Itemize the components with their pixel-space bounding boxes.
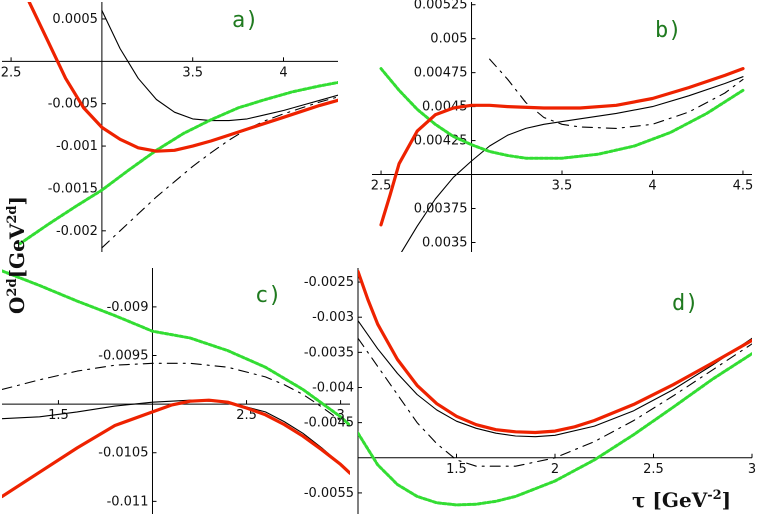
y-tick-label: 0.00525: [414, 0, 468, 13]
y-tick-label: -0.0045: [304, 416, 354, 431]
series-line-green-dotted: [379, 67, 745, 160]
y-tick-label: 0.00375: [414, 202, 468, 217]
series-group: [358, 269, 752, 507]
y-tick-label: 0.0005: [52, 12, 98, 27]
series-line-red-thick: [2, 398, 350, 499]
y-tick-label: -0.0025: [304, 275, 354, 290]
y-tick-label: -0.002: [56, 224, 98, 239]
x-tick-label: 2.5: [1, 65, 22, 80]
x-tick-label: 2.5: [643, 462, 664, 477]
series-line-green-dotted: [358, 352, 752, 507]
y-tick-label: -0.001: [56, 139, 98, 154]
y-tick-label: -0.0105: [98, 446, 148, 461]
series-group: [379, 58, 745, 252]
panel-label: a): [232, 8, 259, 33]
y-tick-label: -0.0015: [48, 181, 98, 196]
panel-1: 2.5 3.5 4 0.0005 -0.0005 -0.001 -0.0015 -0.002 a…: [1, 2, 338, 252]
series-line-red-thick: [27, 2, 338, 153]
x-tick-label: 3.5: [182, 65, 203, 80]
x-tick-label: 1.5: [446, 462, 467, 477]
x-tick-label: 4: [648, 179, 656, 194]
y-tick-label: -0.011: [107, 494, 149, 509]
panel-label: d): [672, 291, 699, 316]
series-line-black-dashed: [358, 337, 752, 467]
panel-label: b): [655, 18, 682, 43]
series-line-black-dashed: [2, 362, 342, 422]
y-tick-label: 0.00475: [414, 66, 468, 81]
y-tick-label: 0.005: [430, 32, 467, 47]
x-axis-label: τ [GeV-2]: [632, 488, 731, 512]
y-tick-label: -0.0055: [304, 486, 354, 501]
y-tick-label: -0.0035: [304, 345, 354, 360]
series-line-green-dotted: [2, 269, 350, 427]
x-tick-label: 3.5: [552, 179, 573, 194]
series-line-red-thick: [358, 269, 752, 435]
y-tick-label: -0.009: [107, 300, 149, 315]
x-tick-label: 1.5: [48, 408, 69, 423]
panels-group: 2.5 3.5 4 0.0005 -0.0005 -0.001 -0.0015 -0.002 a…: [1, 0, 756, 514]
x-tick-label: 4.5: [733, 179, 754, 194]
x-tick-label: 2.5: [371, 179, 392, 194]
series-group: [2, 269, 350, 499]
series-line-green-dotted: [18, 81, 338, 245]
y-tick-label: 0.00425: [414, 134, 468, 149]
series-group: [18, 2, 338, 249]
x-tick-label: 3: [748, 462, 756, 477]
series-line-black-solid: [400, 76, 744, 252]
series-line-red-thick: [379, 66, 745, 227]
y-axis-label: O2d[GeV2d]: [5, 196, 29, 314]
series-line-black-dashed: [489, 58, 744, 129]
y-tick-label: 0.0045: [422, 100, 468, 115]
series-line-black-solid: [358, 320, 752, 438]
series-line-black-solid: [101, 9, 338, 122]
panel-label: c): [255, 283, 282, 308]
x-tick-label: 4: [279, 65, 287, 80]
series-line-black-dashed: [101, 96, 338, 249]
y-tick-label: -0.0005: [48, 97, 98, 112]
x-tick-label: 2: [551, 462, 559, 477]
panel-4: 1.5 2 2.5 3 -0.0025 -0.003 -0.0035 -0.004 -0.004…: [304, 268, 756, 514]
panel-2: 2.5 3.5 4 4.5 0.00525 0.005 0.00475 0.0045 0.004…: [371, 0, 754, 252]
x-tick-label: 2.5: [236, 408, 257, 423]
y-tick-label: 0.0035: [422, 235, 468, 250]
y-tick-label: -0.0095: [98, 349, 148, 364]
y-tick-label: -0.003: [312, 310, 354, 325]
y-tick-label: -0.004: [312, 380, 354, 395]
